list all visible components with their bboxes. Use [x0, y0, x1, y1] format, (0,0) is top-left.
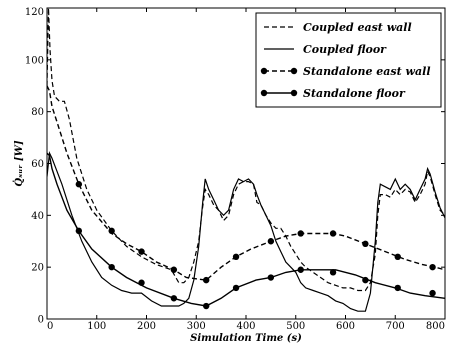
series-3-marker-4: [170, 266, 178, 273]
legend-label-4: Standalone floor: [303, 87, 406, 100]
x-tick-label: 400: [236, 321, 255, 332]
legend-marker-3-a: [260, 67, 268, 75]
series-4-marker-4: [170, 295, 178, 302]
series-3-marker-3: [138, 248, 145, 255]
legend-marker-4-b: [290, 89, 298, 97]
series-3-marker-6: [232, 253, 240, 260]
series-4-marker-12: [429, 289, 436, 297]
x-tick-label: 700: [386, 321, 405, 332]
legend-marker-3-b: [290, 67, 298, 75]
series-4-marker-7: [267, 274, 275, 281]
series-3-marker-8: [297, 230, 304, 237]
legend: Coupled east wall Coupled floor Standalone…: [255, 12, 442, 108]
series-line-2: [47, 150, 445, 312]
series-4-marker-8: [297, 266, 304, 273]
legend-label-3: Standalone east wall: [303, 65, 431, 78]
y-tick-label: 100: [25, 55, 44, 66]
x-tick-label: 300: [187, 321, 206, 332]
series-4-marker-11: [394, 284, 401, 292]
y-tick-label: 0: [38, 315, 44, 326]
axis-ticks: 0 100 200 300 400 500 600 700 800 0 20 40 60 80 100 120: [25, 7, 446, 332]
y-tick-label: 40: [31, 211, 44, 222]
y-tick-label: 120: [25, 7, 44, 18]
series-3-marker-7: [267, 238, 275, 245]
legend-label-1: Coupled east wall: [303, 21, 412, 34]
series-4-marker-2: [108, 263, 115, 271]
series-line-4: [47, 152, 445, 307]
x-tick-label: 500: [286, 321, 305, 332]
y-tick-label: 20: [31, 263, 44, 274]
series-4-marker-5: [203, 302, 210, 310]
series-3-marker-5: [203, 276, 210, 284]
x-tick-label: 200: [137, 321, 156, 332]
y-tick-label: 80: [31, 107, 44, 118]
x-tick-label: 600: [336, 321, 355, 332]
series-4-marker-3: [138, 279, 145, 286]
x-tick-label: 100: [87, 321, 106, 332]
plot-area: [47, 8, 445, 312]
series-4-marker-9: [329, 269, 337, 276]
series-3-marker-9: [329, 230, 337, 237]
series-4-marker-10: [362, 276, 369, 284]
series-3-marker-1: [75, 181, 83, 188]
series-3-marker-12: [429, 263, 436, 271]
legend-box: [255, 12, 442, 108]
series-4-marker-1: [75, 227, 83, 235]
legend-marker-4-a: [260, 89, 268, 97]
x-tick-label: 0: [47, 321, 53, 332]
series-3-marker-10: [362, 240, 369, 248]
series-3-marker-2: [108, 227, 115, 235]
series-line-3: [47, 85, 445, 281]
y-axis-label: Q̇ₛᵤᵣ [W]: [13, 140, 25, 186]
series-4-marker-6: [232, 284, 240, 292]
x-tick-label: 800: [426, 321, 445, 332]
legend-label-2: Coupled floor: [303, 43, 387, 56]
series-3-marker-11: [394, 253, 401, 260]
y-tick-label: 60: [31, 159, 44, 170]
x-axis-label: Simulation Time (s): [190, 333, 302, 344]
